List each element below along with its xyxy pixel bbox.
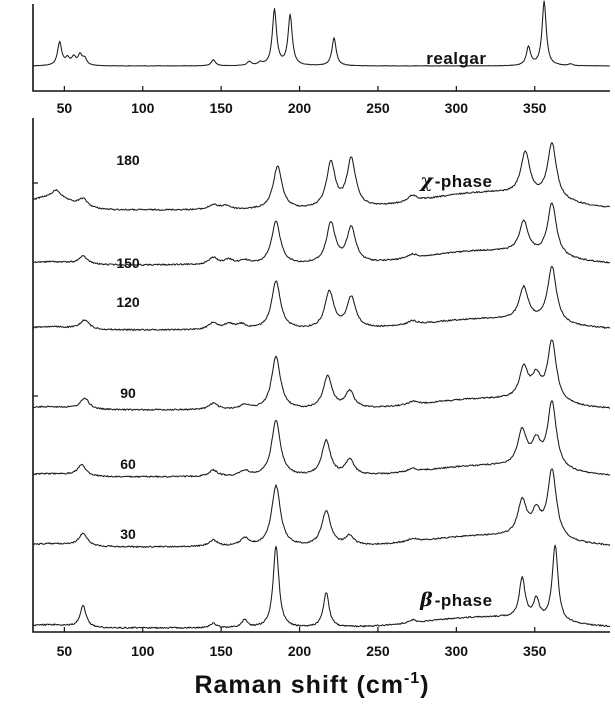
x-axis-title-suffix: ) [420, 671, 429, 699]
bottom-x-tick-label: 300 [445, 643, 469, 659]
phase-label-chi: χ -phase [418, 170, 492, 192]
bottom-axes [32, 118, 610, 633]
series-line-90 [32, 339, 611, 411]
series-line-realgar [32, 0, 611, 67]
realgar-panel: 50 100 150 200 250 300 350 realgar [32, 0, 611, 116]
bottom-x-tick-label: 100 [131, 643, 155, 659]
series-line-120 [32, 265, 611, 331]
series-line-30 [32, 468, 611, 548]
x-axis-title: Raman shift (cm-1) [194, 670, 429, 699]
top-x-tick-label: 250 [366, 100, 390, 116]
series-label-150: 150 [116, 255, 140, 271]
phase-label-beta: β -phase [419, 589, 492, 611]
series-label-60: 60 [120, 456, 136, 472]
x-axis-title-main: Raman shift (cm [194, 671, 403, 699]
bottom-x-tick-label: 50 [57, 643, 73, 659]
top-axes [32, 4, 610, 92]
phase-series-panel: 50 100 150 200 250 300 350 180 χ -phase 150 120 90 60… [32, 118, 611, 659]
top-x-tick-label: 300 [445, 100, 469, 116]
series-label-30: 30 [120, 526, 136, 542]
bottom-x-tick-label: 200 [288, 643, 312, 659]
bottom-x-tick-label: 350 [523, 643, 547, 659]
top-x-tick-label: 350 [523, 100, 547, 116]
series-label-90: 90 [120, 385, 136, 401]
series-line-150 [32, 202, 611, 266]
series-label-180: 180 [116, 152, 140, 168]
bottom-x-tick-label: 150 [209, 643, 233, 659]
series-line-beta-phase [32, 544, 611, 630]
top-x-tick-label: 100 [131, 100, 155, 116]
top-x-tick-label: 50 [57, 100, 73, 116]
series-label-realgar: realgar [426, 49, 486, 68]
series-label-120: 120 [116, 294, 140, 310]
top-x-tick-label: 150 [209, 100, 233, 116]
top-x-tick-label: 200 [288, 100, 312, 116]
series-line-180 [32, 142, 611, 211]
x-axis-title-superscript: -1 [404, 670, 420, 687]
bottom-x-tick-label: 250 [366, 643, 390, 659]
series-line-60 [32, 400, 611, 478]
